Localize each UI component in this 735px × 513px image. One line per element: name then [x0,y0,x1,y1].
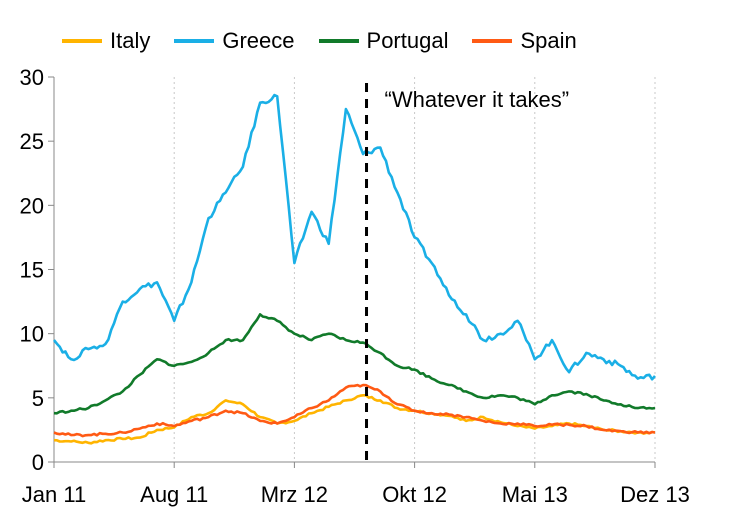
y-tick-label-4: 20 [20,193,44,218]
series-line-portugal [53,313,656,415]
legend-item-spain: Spain [472,28,577,54]
legend-swatch-greece [174,39,215,43]
series-line-spain [53,383,656,438]
legend-swatch-spain [472,39,513,43]
axes: 0 5 10 15 20 25 30 Jan 11 Aug 11 Mrz 12 Okt 12 Mai … [20,65,690,507]
legend-item-italy: Italy [62,28,150,54]
x-tick-label-3: Okt 12 [382,482,447,507]
y-tick-label-6: 30 [20,65,44,90]
annotation-label: “Whatever it takes” [385,87,570,112]
series-line-greece [52,93,656,381]
legend-swatch-italy [62,39,102,43]
legend-label-greece: Greece [222,28,295,53]
x-tick-label-0: Jan 11 [22,482,86,507]
legend-item-greece: Greece [174,28,295,54]
y-tick-label-0: 0 [32,450,44,475]
legend-label-portugal: Portugal [366,28,449,53]
series-line-italy [53,394,656,445]
x-tick-label-2: Mrz 12 [261,482,328,507]
legend-item-portugal: Portugal [318,28,449,54]
x-tick-label-4: Mai 13 [502,482,568,507]
y-tick-label-2: 10 [20,322,44,347]
y-tick-label-1: 5 [32,386,44,411]
legend: Italy Greece Portugal Spain [62,28,601,54]
series-lines [52,93,656,445]
y-tick-label-5: 25 [20,129,44,154]
x-tick-label-1: Aug 11 [140,482,208,507]
x-tick-label-5: Dez 13 [620,482,690,507]
legend-label-spain: Spain [520,28,577,53]
legend-swatch-portugal [318,39,359,43]
legend-label-italy: Italy [110,28,151,53]
y-tick-label-3: 15 [20,258,44,283]
grid-lines [53,77,656,462]
annotation: “Whatever it takes” [365,83,570,462]
